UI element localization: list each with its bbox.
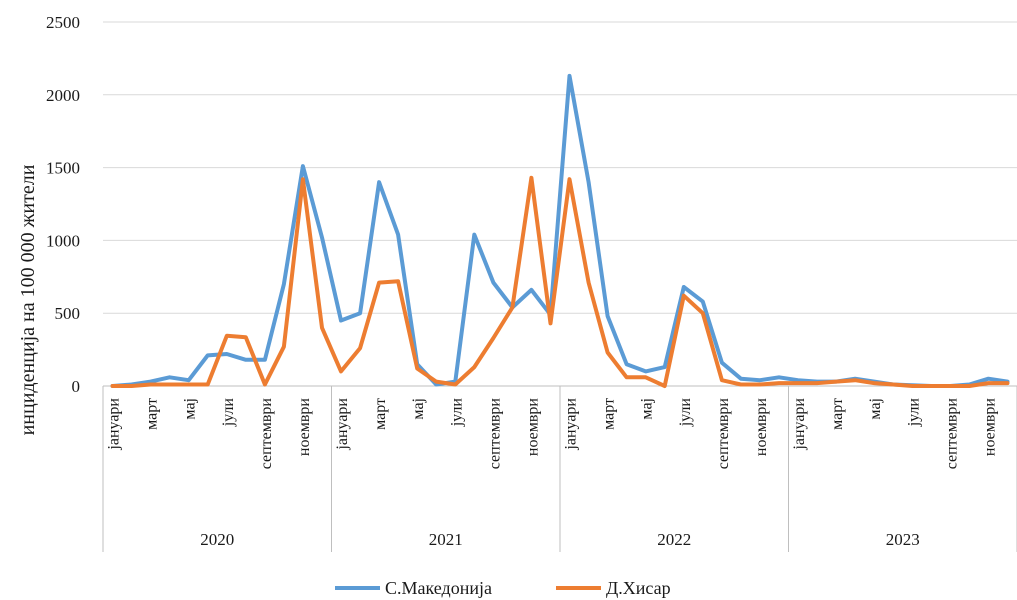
y-axis-label: инциденција на 100 000 жители: [17, 164, 39, 435]
x-tick-label: мај: [182, 398, 199, 420]
x-tick-label: септември: [486, 398, 503, 470]
x-tick-label: септември: [943, 398, 960, 470]
x-tick-label: јули: [905, 398, 922, 428]
x-tick-label: јануари: [791, 398, 808, 451]
x-tick-label: јануари: [106, 398, 123, 451]
y-tick-label: 2500: [46, 13, 80, 32]
x-tick-label: март: [144, 398, 161, 430]
x-tick-label: ноември: [981, 398, 998, 457]
x-tick-label: јули: [220, 398, 237, 428]
x-tick-label: мај: [867, 398, 884, 420]
legend-label: Д.Хисар: [606, 578, 671, 598]
y-tick-label: 1500: [46, 159, 80, 178]
year-label: 2022: [657, 530, 691, 549]
x-tick-label: ноември: [753, 398, 770, 457]
x-tick-label: септември: [715, 398, 732, 470]
x-tick-label: септември: [258, 398, 275, 470]
x-tick-label: март: [601, 398, 618, 430]
x-tick-label: јануари: [563, 398, 580, 451]
x-tick-label: јануари: [334, 398, 351, 451]
x-tick-label: ноември: [524, 398, 541, 457]
x-tick-label: јули: [677, 398, 694, 428]
x-tick-label: јули: [448, 398, 465, 428]
x-tick-label: мај: [410, 398, 427, 420]
x-tick-label: март: [829, 398, 846, 430]
y-tick-label: 500: [55, 304, 81, 323]
x-tick-label: мај: [639, 398, 656, 420]
legend-label: С.Македонија: [385, 578, 492, 598]
series-lines: [110, 73, 1010, 388]
y-tick-label: 0: [72, 377, 81, 396]
y-tick-label: 1000: [46, 231, 80, 250]
x-tick-label: ноември: [296, 398, 313, 457]
y-axis-ticks: 0 500 1000 1500 2000 2500: [46, 13, 80, 396]
series-line-1: [110, 175, 1010, 388]
x-tick-label: март: [372, 398, 389, 430]
legend: С.Македонија Д.Хисар: [335, 578, 671, 598]
year-label: 2023: [886, 530, 920, 549]
year-label: 2020: [200, 530, 234, 549]
year-label: 2021: [429, 530, 463, 549]
x-axis: 2020 2021 2022 2023 јануари март мај јули септем…: [102, 385, 1017, 552]
y-tick-label: 2000: [46, 86, 80, 105]
